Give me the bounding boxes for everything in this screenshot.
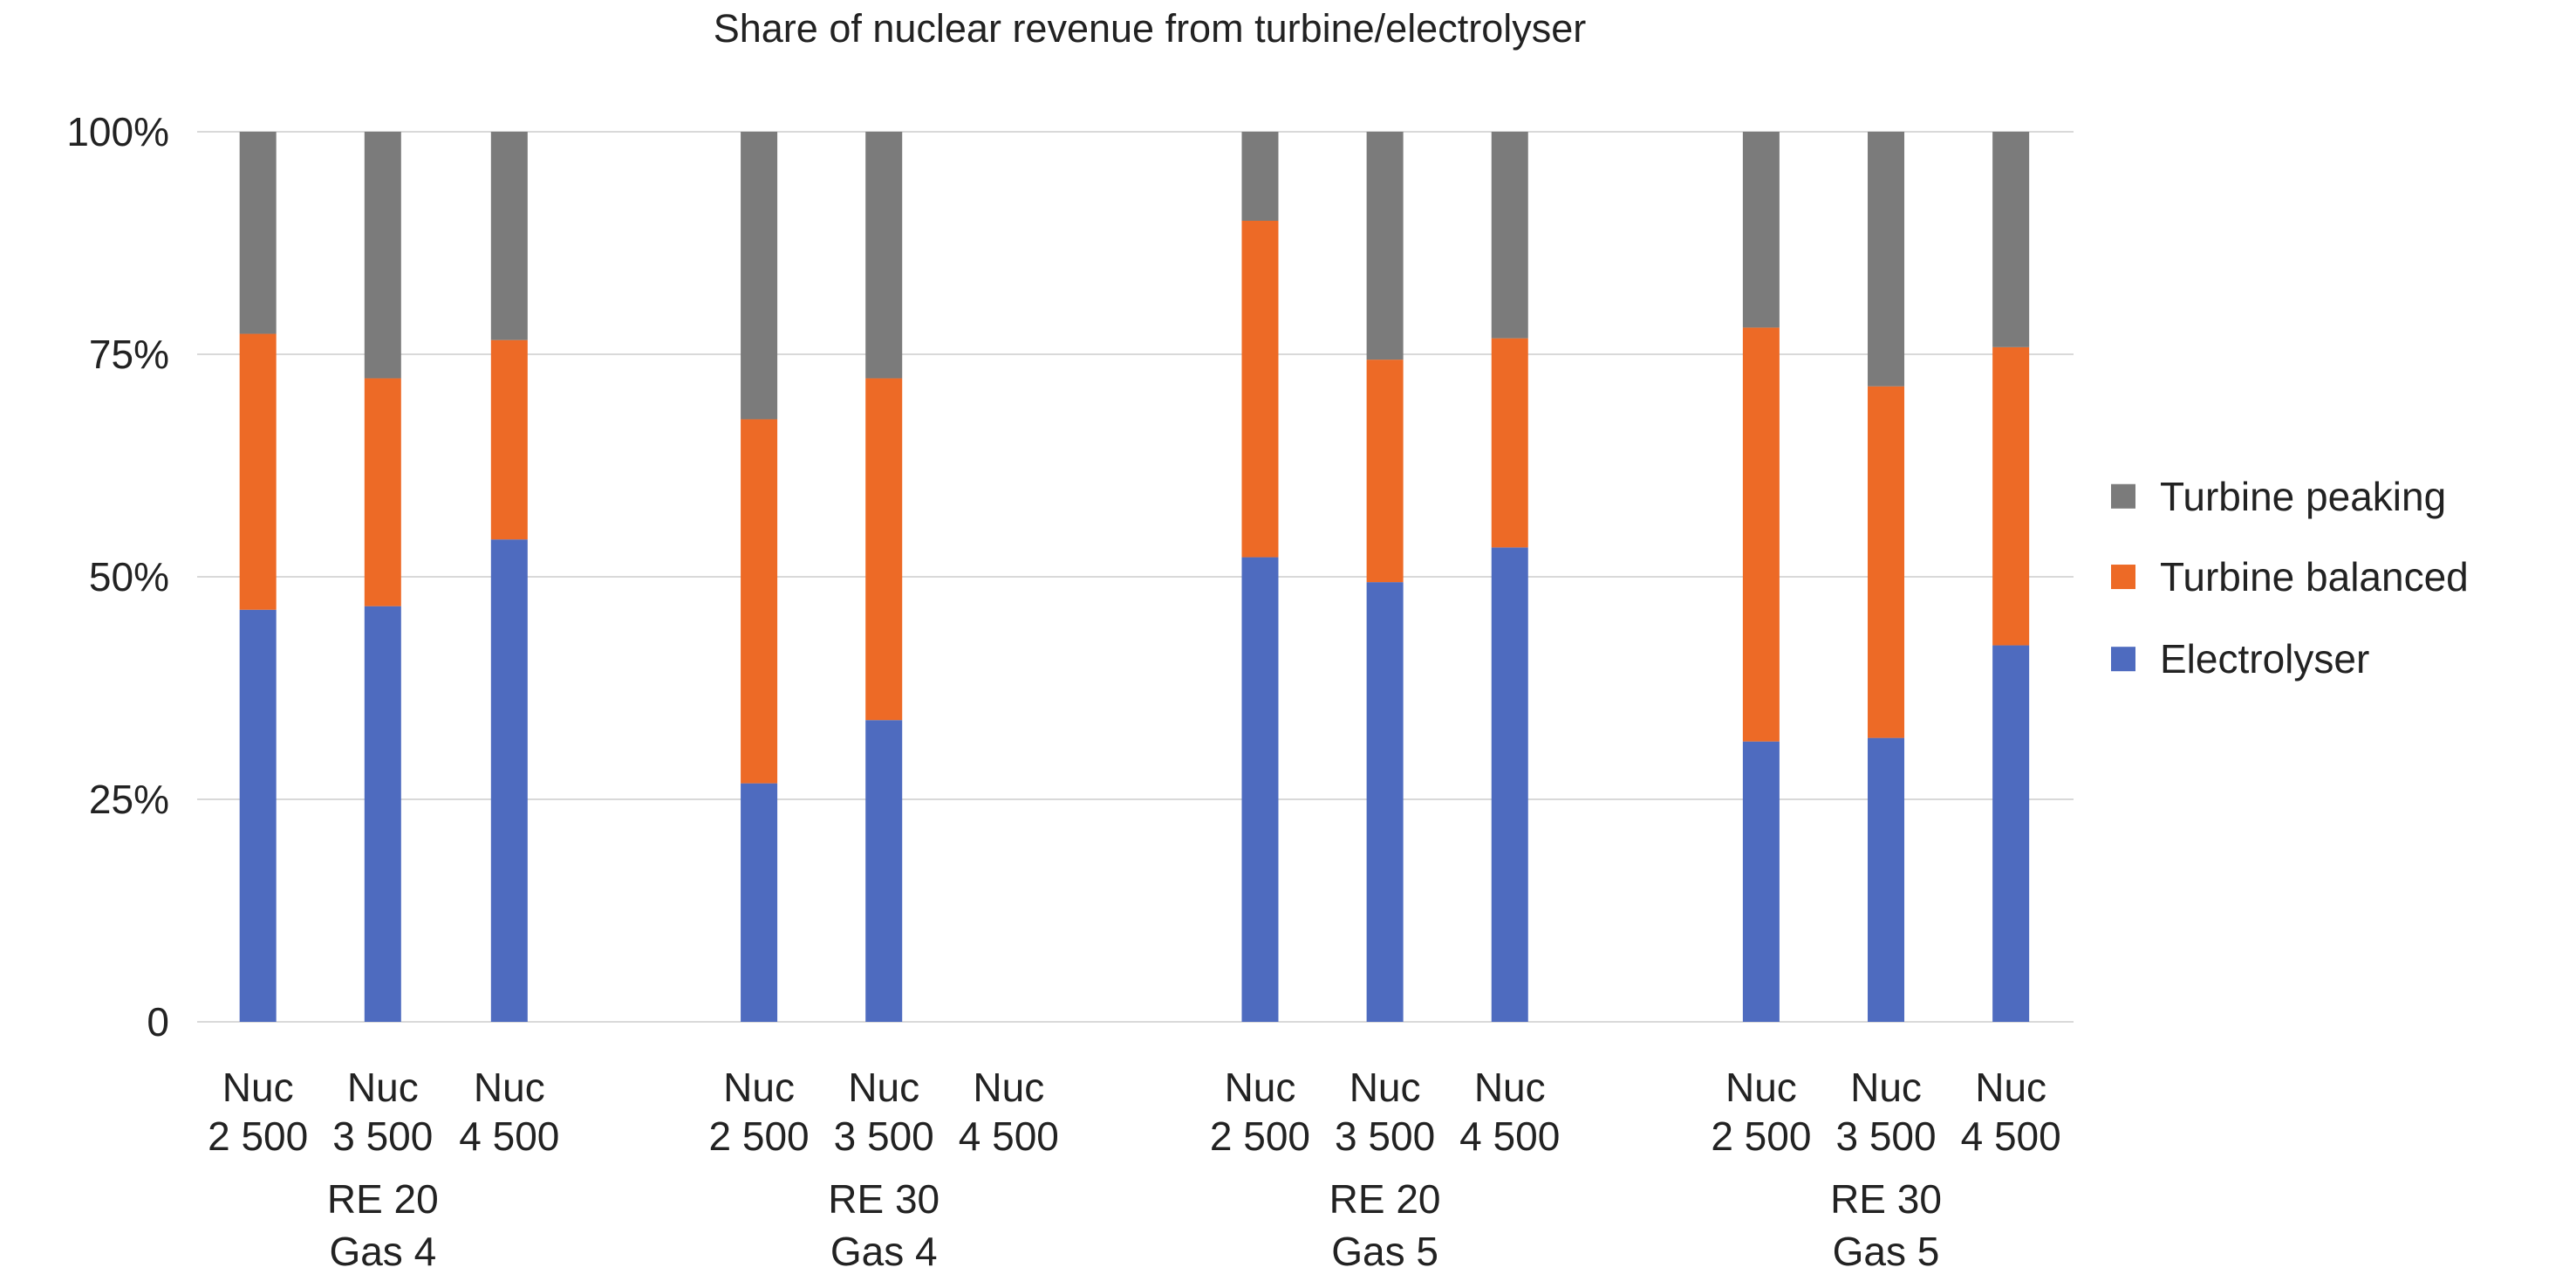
bar-turbine-peaking — [865, 132, 903, 379]
x-tick-label-bottom: 4 500 — [1961, 1113, 2061, 1159]
bar-turbine-balanced — [490, 339, 528, 540]
legend-swatch — [2111, 565, 2135, 590]
bar-turbine-balanced — [364, 378, 401, 606]
bar-turbine-peaking — [364, 132, 401, 379]
group-label-line1: RE 20 — [1329, 1176, 1441, 1222]
bar-electrolyser — [1366, 582, 1404, 1022]
bar-electrolyser — [741, 783, 778, 1022]
y-tick-label: 100% — [66, 109, 169, 154]
bar-turbine-balanced — [239, 333, 277, 610]
bar-electrolyser — [490, 539, 528, 1022]
x-tick-label-top: Nuc — [1850, 1065, 1922, 1110]
x-tick-label-bottom: 3 500 — [1835, 1113, 1936, 1159]
bar-turbine-peaking — [1241, 132, 1279, 221]
bar-turbine-peaking — [490, 132, 528, 340]
bar-turbine-peaking — [1992, 132, 2030, 347]
x-tick-label-bottom: 3 500 — [1335, 1113, 1435, 1159]
x-tick-label-top: Nuc — [1349, 1065, 1421, 1110]
bar-turbine-balanced — [1868, 386, 1905, 738]
x-tick-label-top: Nuc — [723, 1065, 795, 1110]
y-tick-label: 75% — [89, 332, 169, 377]
bar-turbine-balanced — [865, 378, 903, 721]
chart-title: Share of nuclear revenue from turbine/el… — [714, 6, 1587, 51]
bar-electrolyser — [865, 720, 903, 1022]
x-tick-label-bottom: 4 500 — [459, 1113, 559, 1159]
legend-swatch — [2111, 483, 2135, 509]
group-label-line2: Gas 5 — [1331, 1229, 1438, 1274]
x-tick-label-top: Nuc — [1474, 1065, 1546, 1110]
x-tick-label-bottom: 2 500 — [208, 1113, 308, 1159]
bar-electrolyser — [239, 609, 277, 1022]
x-tick-label-bottom: 2 500 — [1711, 1113, 1811, 1159]
bar-turbine-balanced — [741, 419, 778, 784]
x-tick-label-bottom: 3 500 — [332, 1113, 433, 1159]
bar-electrolyser — [1992, 645, 2030, 1022]
x-tick-label-top: Nuc — [848, 1065, 919, 1110]
group-label-line2: Gas 4 — [830, 1229, 938, 1274]
bar-turbine-balanced — [1241, 221, 1279, 558]
bar-turbine-balanced — [1366, 360, 1404, 583]
x-tick-label-bottom: 4 500 — [1459, 1113, 1560, 1159]
group-label-line1: RE 30 — [828, 1176, 940, 1222]
bar-turbine-peaking — [239, 132, 277, 334]
x-tick-label-bottom: 3 500 — [834, 1113, 934, 1159]
legend-label: Electrolyser — [2160, 636, 2369, 682]
group-label-line2: Gas 4 — [329, 1229, 436, 1274]
legend-label: Turbine peaking — [2160, 474, 2446, 519]
bar-electrolyser — [1241, 557, 1279, 1022]
bar-turbine-peaking — [741, 132, 778, 420]
bar-turbine-peaking — [1491, 132, 1528, 339]
bar-electrolyser — [1491, 547, 1528, 1022]
bar-turbine-peaking — [1742, 132, 1780, 328]
x-tick-label-top: Nuc — [1725, 1065, 1797, 1110]
group-label-line1: RE 30 — [1830, 1176, 1942, 1222]
x-tick-label-top: Nuc — [973, 1065, 1044, 1110]
bar-turbine-peaking — [1868, 132, 1905, 387]
x-tick-label-top: Nuc — [474, 1065, 545, 1110]
x-tick-label-top: Nuc — [347, 1065, 419, 1110]
x-tick-label-bottom: 2 500 — [1210, 1113, 1310, 1159]
bar-turbine-peaking — [1366, 132, 1404, 360]
y-tick-label: 25% — [89, 777, 169, 822]
bar-turbine-balanced — [1742, 327, 1780, 742]
bar-turbine-balanced — [1992, 346, 2030, 646]
legend-swatch — [2111, 647, 2135, 672]
x-tick-label-top: Nuc — [1225, 1065, 1296, 1110]
bar-turbine-balanced — [1491, 338, 1528, 548]
group-label-line2: Gas 5 — [1833, 1229, 1940, 1274]
group-label-line1: RE 20 — [327, 1176, 439, 1222]
legend-label: Turbine balanced — [2160, 554, 2469, 599]
x-tick-label-bottom: 2 500 — [709, 1113, 810, 1159]
y-tick-label: 50% — [89, 554, 169, 599]
x-tick-label-top: Nuc — [1975, 1065, 2046, 1110]
bar-electrolyser — [1868, 737, 1905, 1022]
bar-electrolyser — [1742, 741, 1780, 1022]
y-tick-label: 0 — [147, 999, 169, 1045]
x-tick-label-top: Nuc — [222, 1065, 294, 1110]
bar-electrolyser — [364, 606, 401, 1022]
x-tick-label-bottom: 4 500 — [959, 1113, 1059, 1159]
